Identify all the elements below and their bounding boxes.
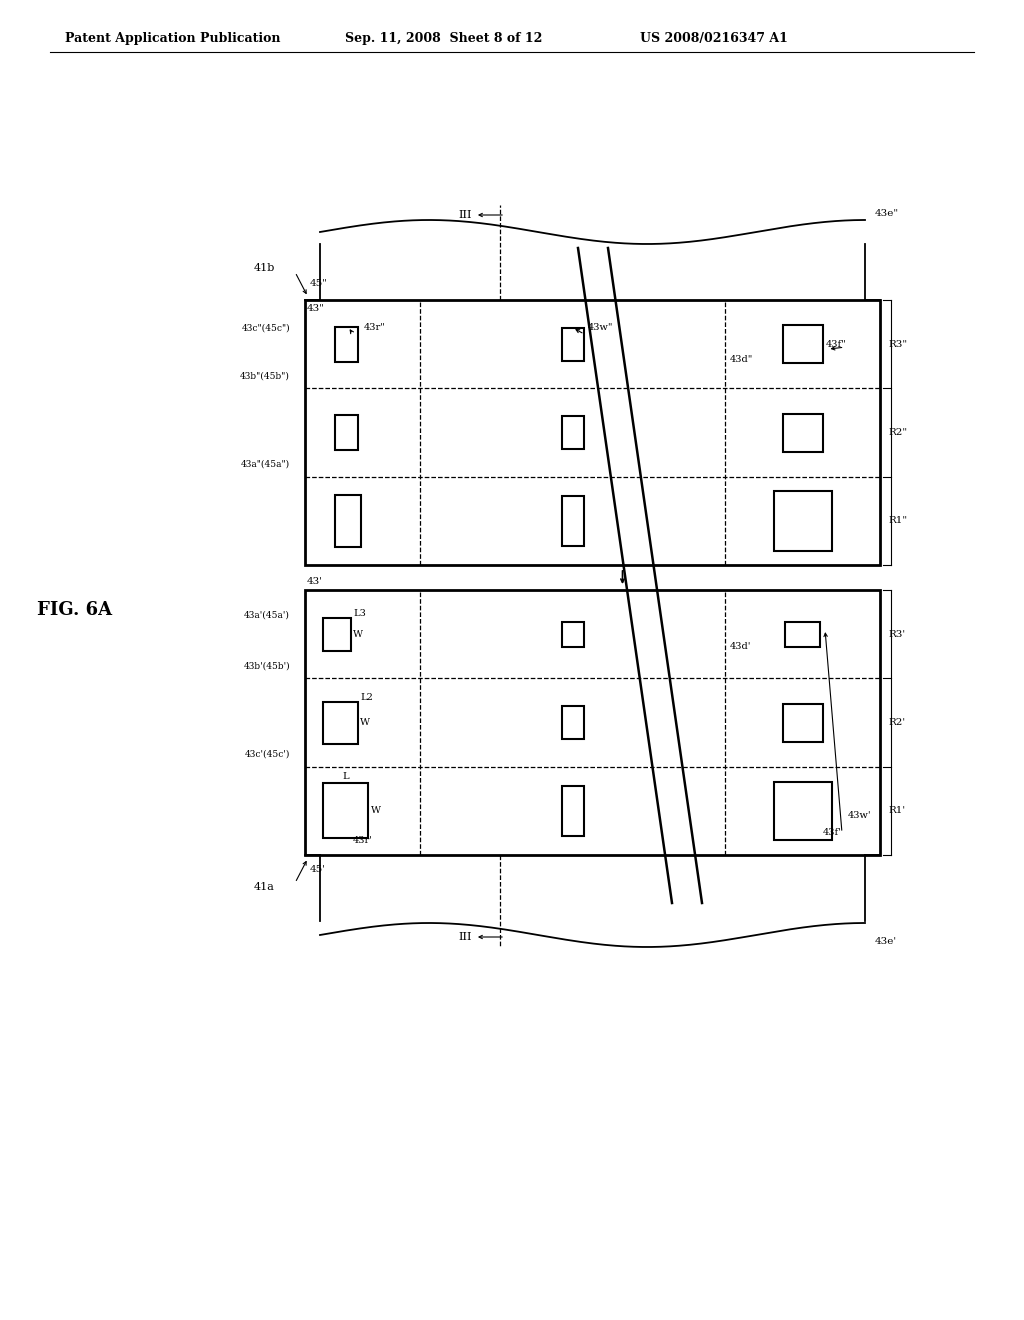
Text: L: L — [342, 772, 349, 781]
Text: W: W — [371, 807, 381, 816]
Text: L2: L2 — [360, 693, 373, 701]
Text: R1": R1" — [888, 516, 907, 525]
Text: 43e': 43e' — [874, 936, 897, 945]
Text: 43a"(45a"): 43a"(45a") — [241, 459, 290, 469]
Text: Sep. 11, 2008  Sheet 8 of 12: Sep. 11, 2008 Sheet 8 of 12 — [345, 32, 543, 45]
Text: 43': 43' — [307, 577, 323, 586]
Text: 41a: 41a — [254, 882, 275, 892]
Text: 45": 45" — [310, 279, 328, 288]
Text: L3: L3 — [353, 609, 366, 618]
Bar — [561, 327, 584, 360]
Text: 43r': 43r' — [353, 836, 373, 845]
Text: 43b'(45b'): 43b'(45b') — [244, 661, 290, 671]
Bar — [323, 783, 368, 838]
Bar — [782, 704, 822, 742]
Bar — [561, 785, 584, 836]
Text: R2": R2" — [888, 428, 907, 437]
Text: R1': R1' — [888, 807, 905, 816]
Bar — [782, 325, 822, 363]
Bar — [335, 326, 358, 362]
Text: R2': R2' — [888, 718, 905, 727]
Text: 43f": 43f" — [825, 339, 846, 348]
Text: 41b: 41b — [254, 263, 275, 273]
Text: 43d": 43d" — [730, 355, 754, 364]
Bar — [782, 413, 822, 451]
Text: W: W — [360, 718, 370, 727]
Text: US 2008/0216347 A1: US 2008/0216347 A1 — [640, 32, 787, 45]
Bar — [561, 416, 584, 449]
Text: III: III — [459, 932, 472, 942]
Bar — [305, 590, 880, 855]
Text: 45': 45' — [310, 865, 326, 874]
Text: 43c'(45c'): 43c'(45c') — [245, 750, 290, 759]
Text: 43c"(45c"): 43c"(45c") — [242, 323, 290, 333]
Text: 43d': 43d' — [730, 642, 752, 651]
Text: 43a'(45a'): 43a'(45a') — [244, 610, 290, 619]
Text: 43": 43" — [307, 304, 325, 313]
Text: 43f': 43f' — [823, 828, 842, 837]
Bar — [323, 618, 351, 651]
Bar — [323, 701, 358, 743]
Bar — [773, 781, 831, 840]
Bar — [561, 496, 584, 546]
Text: 43w": 43w" — [588, 323, 613, 333]
Text: R3': R3' — [888, 630, 905, 639]
Bar — [773, 491, 831, 550]
Text: 43r": 43r" — [364, 323, 386, 333]
Text: R3": R3" — [888, 339, 907, 348]
Text: 43b"(45b"): 43b"(45b") — [240, 371, 290, 380]
Text: W: W — [353, 630, 362, 639]
Bar — [305, 300, 880, 565]
Bar — [561, 622, 584, 647]
Bar — [335, 414, 358, 450]
Bar — [335, 495, 361, 546]
Text: III: III — [459, 210, 472, 220]
Text: FIG. 6A: FIG. 6A — [38, 601, 113, 619]
Text: 43w': 43w' — [848, 810, 871, 820]
Text: 43e": 43e" — [874, 210, 899, 219]
Bar — [561, 706, 584, 739]
Text: Patent Application Publication: Patent Application Publication — [65, 32, 281, 45]
Bar — [785, 622, 820, 647]
